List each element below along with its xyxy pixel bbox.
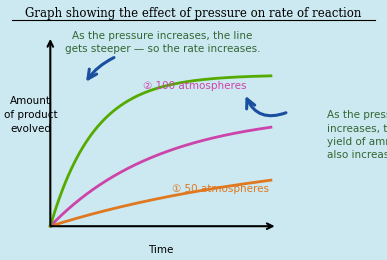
Text: As the pressure
increases, the
yield of ammonia
also increases.: As the pressure increases, the yield of … [327,110,387,160]
Text: As the pressure increases, the line
gets steeper — so the rate increases.: As the pressure increases, the line gets… [65,31,260,54]
Text: ① 50 atmospheres: ① 50 atmospheres [172,184,269,194]
Text: Time: Time [148,245,173,255]
Text: Amount
of product
evolved: Amount of product evolved [3,96,57,134]
Text: ② 100 atmospheres: ② 100 atmospheres [143,81,247,91]
Text: Graph showing the effect of pressure on rate of reaction: Graph showing the effect of pressure on … [25,6,362,20]
